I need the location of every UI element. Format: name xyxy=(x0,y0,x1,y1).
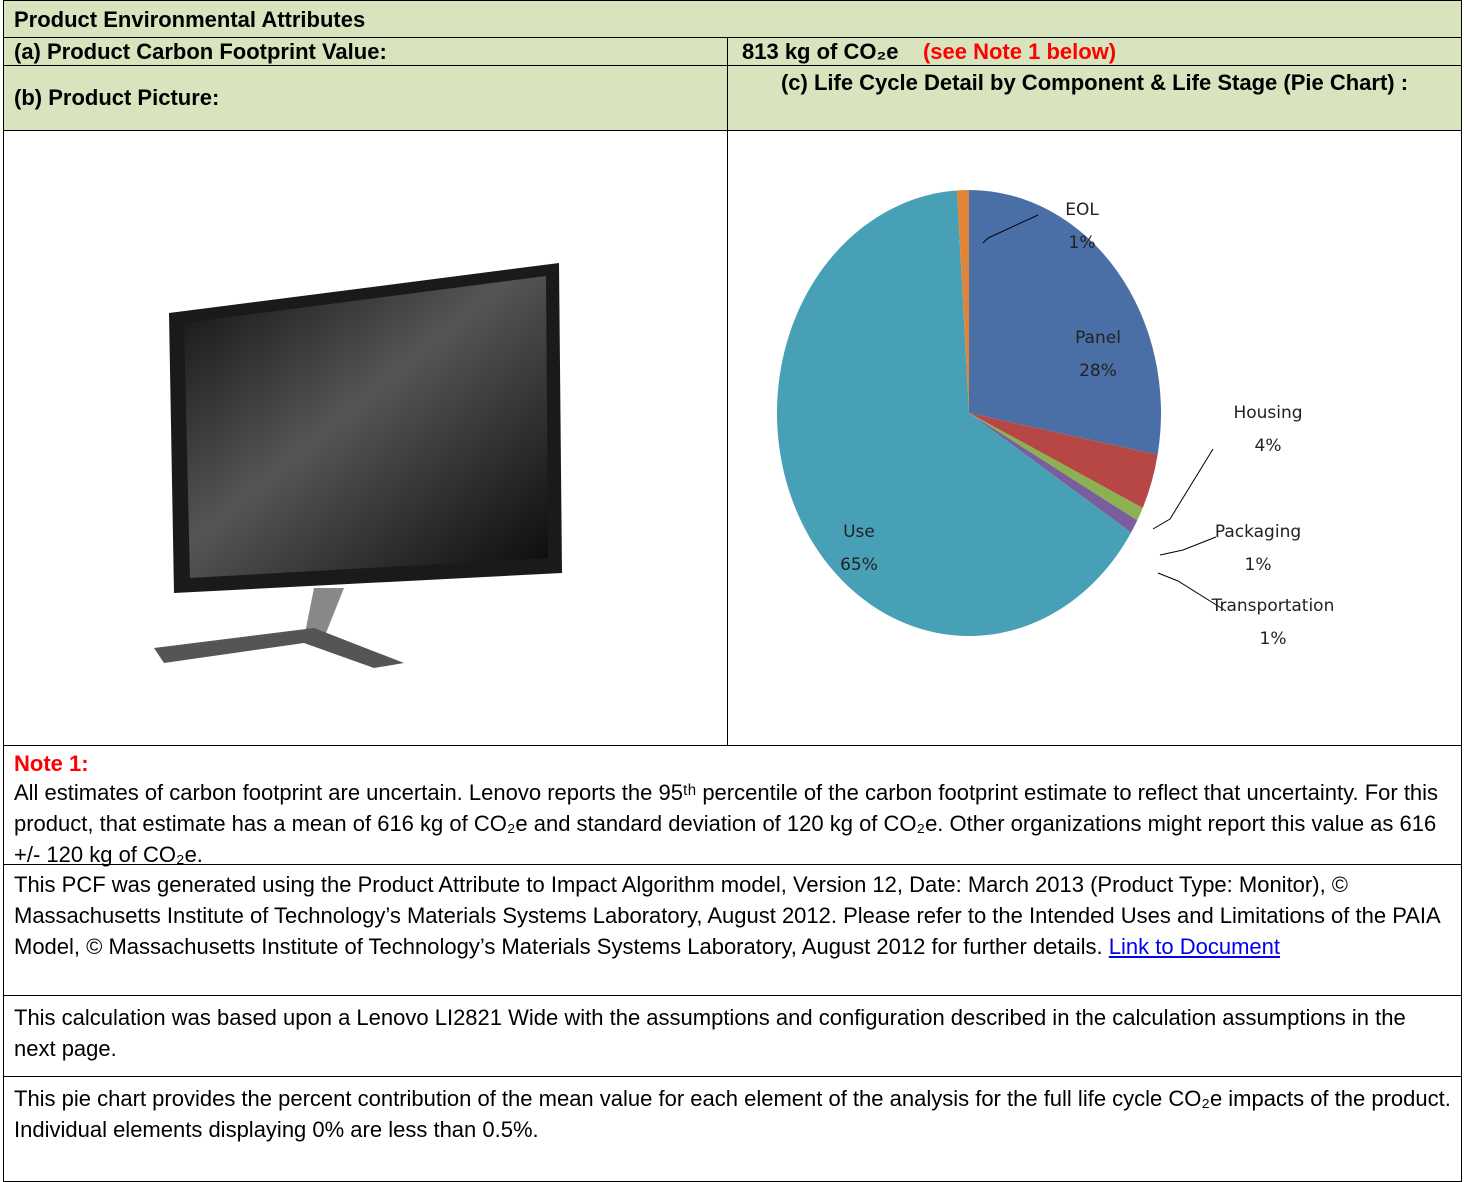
slice-value-label: 1% xyxy=(1260,629,1287,649)
leader-line xyxy=(1153,449,1213,529)
slice-label: EOL xyxy=(1065,200,1099,220)
note-cell: This PCF was generated using the Product… xyxy=(3,864,1462,996)
chart-title: (c) Life Cycle Detail by Component & Lif… xyxy=(781,70,1408,95)
carbon-label-cell: (a) Product Carbon Footprint Value: xyxy=(3,37,728,66)
slice-value-label: 28% xyxy=(1079,361,1117,381)
slice-label: Use xyxy=(843,522,875,542)
header: Product Environmental Attributes xyxy=(3,0,1462,38)
carbon-label: (a) Product Carbon Footprint Value: xyxy=(14,39,387,64)
note1-cell: Note 1:All estimates of carbon footprint… xyxy=(3,745,1462,865)
carbon-value-cell: 813 kg of CO₂e (see Note 1 below) xyxy=(727,37,1462,66)
note-cell: This calculation was based upon a Lenovo… xyxy=(3,995,1462,1077)
document-link[interactable]: Link to Document xyxy=(1109,934,1280,959)
slice-value-label: 4% xyxy=(1255,436,1282,456)
note1-title: Note 1: xyxy=(14,751,1451,777)
picture-label-cell: (b) Product Picture: xyxy=(3,65,728,131)
slice-label: Housing xyxy=(1233,403,1302,423)
note1-text: All estimates of carbon footprint are un… xyxy=(14,777,1451,870)
picture-label: (b) Product Picture: xyxy=(14,85,219,110)
picture-cell xyxy=(3,130,728,746)
pie-slice xyxy=(969,190,1161,455)
note-text: This calculation was based upon a Lenovo… xyxy=(14,1005,1406,1061)
chart-cell: Panel 28% Housing 4% Packaging 1% Transportati… xyxy=(727,130,1462,746)
note-ref: (see Note 1 below) xyxy=(923,39,1116,64)
header-title: Product Environmental Attributes xyxy=(14,7,365,32)
monitor-picture xyxy=(14,133,734,743)
screen xyxy=(184,276,548,578)
note-cell: This pie chart provides the percent cont… xyxy=(3,1076,1462,1182)
slice-label: Transportation xyxy=(1211,596,1335,616)
note-text: This pie chart provides the percent cont… xyxy=(14,1086,1451,1142)
leader-line xyxy=(1160,537,1216,555)
pie-chart: Panel 28% Housing 4% Packaging 1% Transportati… xyxy=(738,133,1465,743)
page: Product Environmental Attributes (a) Pro… xyxy=(0,0,1465,1182)
base xyxy=(154,628,404,668)
slice-value-label: 1% xyxy=(1245,555,1272,575)
chart-title-cell: (c) Life Cycle Detail by Component & Lif… xyxy=(727,65,1462,131)
slice-value-label: 1% xyxy=(1069,233,1096,253)
slice-value-label: 65% xyxy=(840,555,878,575)
slice-label: Panel xyxy=(1075,328,1121,348)
carbon-value: 813 kg of CO₂e xyxy=(742,39,899,64)
slice-label: Packaging xyxy=(1215,522,1301,542)
